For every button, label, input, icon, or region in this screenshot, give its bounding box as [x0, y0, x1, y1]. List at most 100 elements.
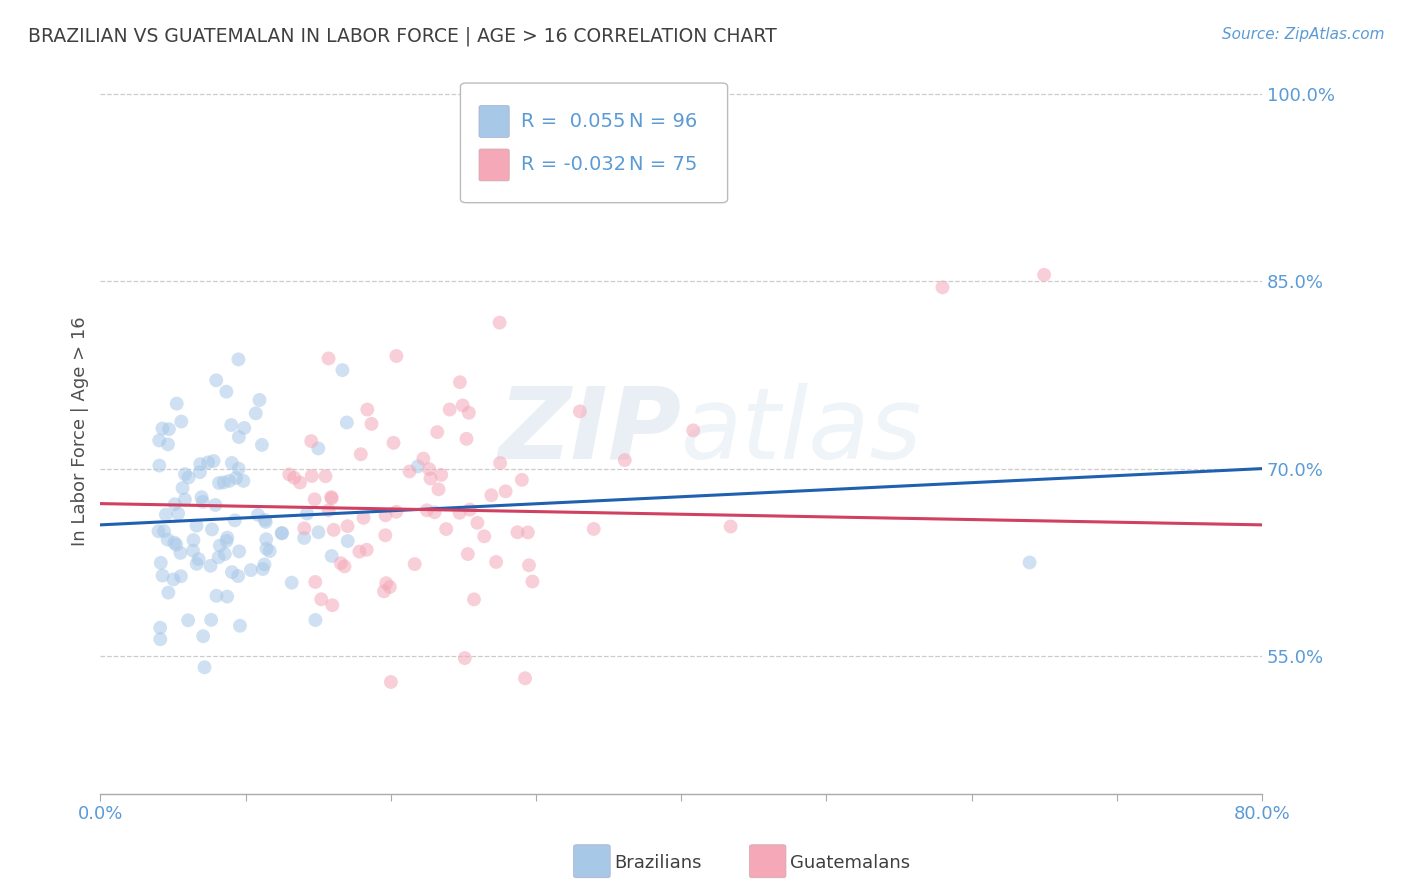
Point — [404, 557, 426, 571]
Point — [304, 574, 326, 589]
Text: N = 96: N = 96 — [628, 112, 697, 131]
Point — [568, 404, 591, 418]
Text: N = 75: N = 75 — [628, 155, 697, 175]
Point — [295, 507, 318, 521]
Point — [148, 458, 170, 473]
Point — [271, 526, 294, 541]
Point — [228, 544, 250, 558]
Point — [336, 519, 359, 533]
Point — [200, 613, 222, 627]
Point — [288, 475, 311, 490]
Point — [153, 524, 176, 538]
Point — [174, 467, 197, 482]
Point — [458, 502, 481, 516]
Point — [720, 519, 742, 533]
Point — [488, 316, 510, 330]
Text: ZIP: ZIP — [498, 383, 681, 480]
Point — [1018, 556, 1040, 570]
Point — [201, 522, 224, 536]
Point — [181, 543, 204, 558]
Point — [299, 434, 322, 449]
Point — [513, 671, 536, 685]
Point — [187, 552, 209, 566]
Point — [228, 352, 250, 367]
Point — [931, 280, 953, 294]
Point — [309, 592, 332, 607]
Point — [292, 521, 315, 535]
Point — [385, 349, 408, 363]
Point — [250, 438, 273, 452]
Point — [186, 557, 208, 571]
Point — [149, 632, 172, 647]
Point — [245, 406, 267, 420]
Point — [228, 461, 250, 475]
Point — [149, 621, 172, 635]
Text: Source: ZipAtlas.com: Source: ZipAtlas.com — [1222, 27, 1385, 42]
Point — [155, 508, 177, 522]
Point — [315, 469, 337, 483]
Point — [449, 506, 471, 520]
Point — [457, 406, 479, 420]
Point — [510, 473, 533, 487]
Point — [253, 558, 276, 572]
Point — [378, 580, 401, 594]
Point — [434, 522, 457, 536]
Point — [270, 526, 292, 541]
Point — [472, 529, 495, 543]
Point — [202, 454, 225, 468]
Point — [374, 528, 396, 542]
Point — [416, 503, 439, 517]
Point — [239, 563, 262, 577]
Point — [221, 417, 243, 432]
Point — [190, 490, 212, 504]
Point — [229, 619, 252, 633]
Point — [191, 495, 214, 509]
Point — [200, 558, 222, 573]
Point — [418, 462, 440, 476]
Point — [177, 613, 200, 627]
Point — [183, 533, 205, 547]
Point — [221, 456, 243, 470]
Point — [278, 467, 301, 482]
Point — [163, 535, 186, 549]
Point — [522, 574, 544, 589]
Point — [217, 531, 239, 545]
Text: R =  0.055: R = 0.055 — [520, 112, 626, 131]
Point — [356, 542, 378, 557]
Point — [205, 373, 228, 387]
Point — [321, 549, 343, 563]
Point — [423, 505, 446, 519]
Point — [252, 562, 274, 576]
Point — [1033, 268, 1056, 282]
Point — [148, 524, 170, 539]
Point — [254, 515, 277, 529]
Point — [152, 568, 174, 582]
Point — [457, 547, 479, 561]
Point — [149, 556, 172, 570]
Point — [451, 399, 474, 413]
Point — [212, 475, 235, 490]
Point — [304, 613, 326, 627]
Point — [167, 507, 190, 521]
FancyBboxPatch shape — [479, 105, 509, 137]
Point — [177, 470, 200, 484]
Point — [225, 471, 247, 485]
Point — [191, 629, 214, 643]
Point — [186, 518, 208, 533]
Point — [318, 503, 340, 517]
Point — [162, 573, 184, 587]
Point — [249, 392, 271, 407]
Point — [456, 432, 478, 446]
Point — [495, 484, 517, 499]
Point — [375, 576, 398, 591]
Point — [172, 481, 194, 495]
Point — [207, 550, 229, 565]
Point — [215, 384, 238, 399]
Y-axis label: In Labor Force | Age > 16: In Labor Force | Age > 16 — [72, 317, 89, 546]
Point — [485, 555, 508, 569]
FancyBboxPatch shape — [460, 83, 727, 202]
Point — [152, 421, 174, 435]
Point — [259, 544, 281, 558]
Point — [427, 483, 450, 497]
Point — [224, 513, 246, 527]
